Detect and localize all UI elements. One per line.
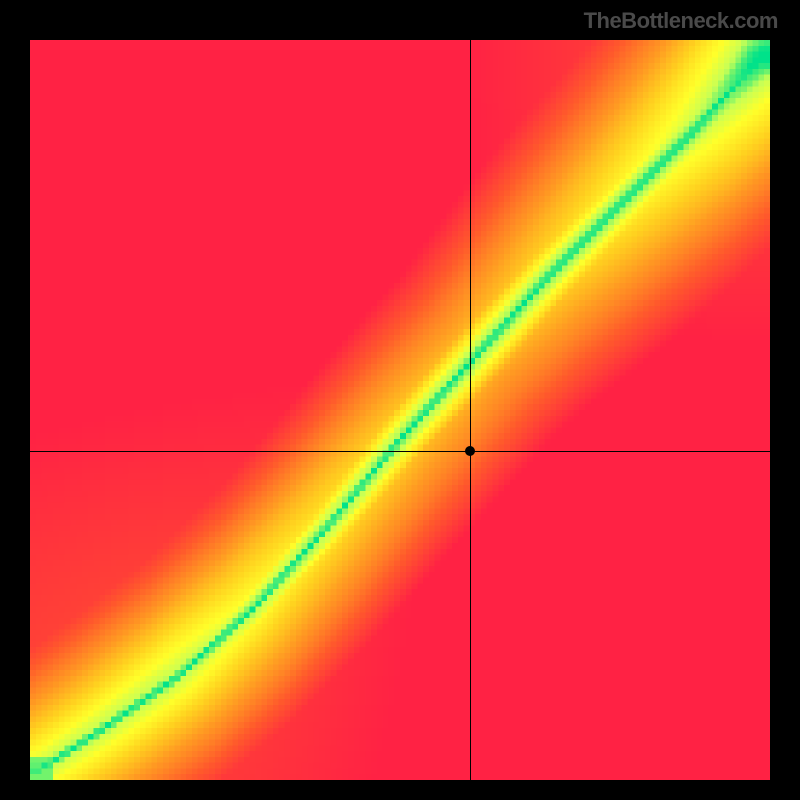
watermark-text: TheBottleneck.com xyxy=(584,8,778,34)
heatmap-canvas xyxy=(30,40,770,780)
heatmap-plot xyxy=(30,40,770,780)
chart-container: TheBottleneck.com xyxy=(0,0,800,800)
